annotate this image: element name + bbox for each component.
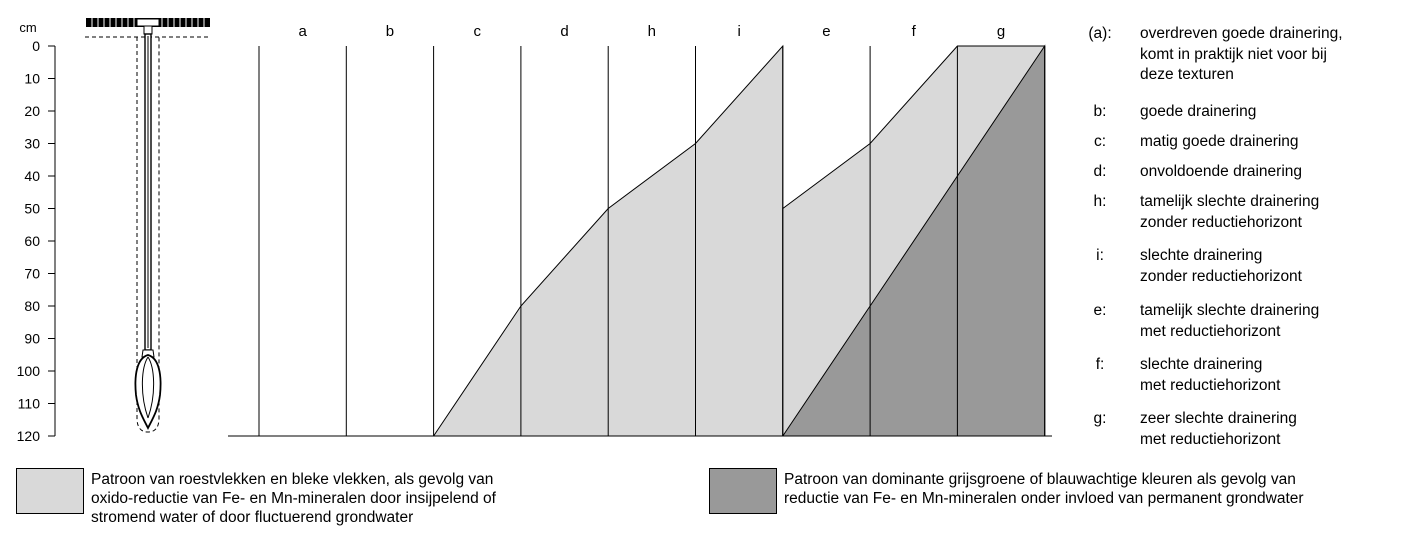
legend-description: slechte drainering zonder reductiehorizo… [1140, 247, 1302, 285]
dark-pattern-swatch [709, 468, 777, 514]
legend-code: b: [1093, 103, 1107, 120]
depth-axis-labels: 0 10 20 30 40 50 60 70 80 90 100 110 120 [17, 38, 41, 444]
column-dividers [258, 46, 1046, 436]
legend-code: h: [1093, 193, 1107, 210]
legend-description: goede drainering [1140, 103, 1257, 120]
column-label-f: f [912, 23, 917, 40]
legend-description: slechte drainering met reductiehorizont [1140, 356, 1281, 394]
legend-description: onvoldoende drainering [1140, 163, 1303, 180]
column-label-d: d [560, 23, 568, 40]
depth-tick-label: 60 [24, 233, 40, 249]
column-label-g: g [997, 23, 1005, 40]
depth-tick-label: 80 [24, 298, 40, 314]
depth-tick-label: 10 [24, 71, 40, 87]
dark-pattern-key: Patroon van dominante grijsgroene of bla… [709, 468, 1304, 514]
column-label-i: i [737, 23, 740, 40]
legend-description: tamelijk slechte drainering met reductie… [1140, 302, 1320, 340]
column-label-a: a [298, 23, 307, 40]
light-pattern-description: Patroon van roestvlekken en bleke vlekke… [91, 471, 496, 526]
legend-code: g: [1093, 410, 1107, 427]
depth-tick-label: 40 [24, 168, 40, 184]
depth-tick-label: 30 [24, 136, 40, 152]
depth-tick-label: 0 [32, 38, 40, 54]
depth-tick-label: 70 [24, 266, 40, 282]
column-label-h: h [648, 23, 656, 40]
legend-code: e: [1093, 302, 1107, 319]
depth-axis [48, 45, 56, 437]
soil-auger-icon [85, 18, 210, 433]
depth-unit-label: cm [19, 20, 36, 35]
legend-description: matig goede drainering [1140, 133, 1299, 150]
light-pattern-swatch [16, 468, 84, 514]
depth-tick-label: 100 [17, 363, 41, 379]
legend-code: c: [1093, 133, 1107, 150]
legend-description: tamelijk slechte drainering zonder reduc… [1140, 193, 1320, 231]
light-pattern-key: Patroon van roestvlekken en bleke vlekke… [16, 468, 496, 527]
legend-description: overdreven goede drainering, komt in pra… [1140, 25, 1343, 83]
depth-tick-label: 110 [18, 396, 41, 412]
column-label-e: e [822, 23, 830, 40]
depth-tick-label: 50 [24, 201, 40, 217]
dark-pattern-description: Patroon van dominante grijsgroene of bla… [784, 471, 1304, 507]
legend-code: f: [1095, 356, 1105, 373]
depth-tick-label: 90 [24, 331, 40, 347]
legend-description: zeer slechte drainering met reductiehori… [1140, 410, 1297, 448]
column-label-c: c [474, 23, 482, 40]
depth-tick-label: 20 [24, 103, 40, 119]
legend-code: d: [1093, 163, 1107, 180]
column-label-b: b [386, 23, 394, 40]
depth-tick-label: 120 [17, 428, 41, 444]
legend-code: i: [1096, 247, 1104, 264]
legend-code: (a): [1088, 25, 1112, 42]
